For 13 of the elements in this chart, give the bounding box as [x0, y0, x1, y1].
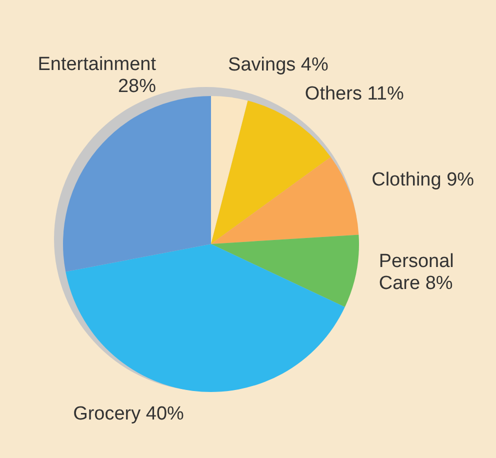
slice-label: Clothing 9% — [372, 169, 474, 190]
slice-label: Others 11% — [304, 83, 404, 104]
pie-slice — [211, 100, 331, 244]
pie-slice — [211, 157, 359, 244]
pie-slice — [211, 96, 248, 244]
slice-label: Savings 4% — [228, 54, 328, 76]
pie-slice — [211, 234, 359, 308]
slice-label: Personal Care 8% — [378, 250, 454, 294]
slice-label: Grocery 40% — [73, 404, 184, 425]
pie-slice — [66, 244, 345, 392]
data-label: 28% — [118, 76, 156, 97]
slice-label: Entertainment — [38, 54, 157, 75]
pie-slice — [63, 96, 211, 272]
